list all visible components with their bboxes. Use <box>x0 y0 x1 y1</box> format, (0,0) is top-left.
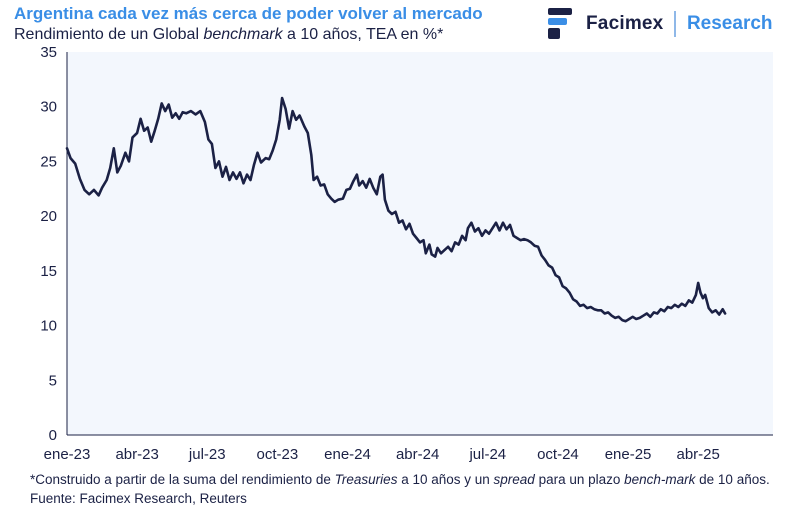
x-tick-label: ene-24 <box>324 446 371 463</box>
series-line-yield <box>65 96 727 323</box>
footnote-text-1: *Construido a partir de la suma del rend… <box>30 472 335 487</box>
y-tick-label: 25 <box>40 153 57 170</box>
brand-name: Facimex <box>586 13 664 34</box>
y-tick-label: 0 <box>49 427 57 444</box>
y-tick-label: 5 <box>49 372 57 389</box>
footnote-text-4: de 10 años. Fuente: Facimex Research, Re… <box>30 472 770 506</box>
footnote-text-2: a 10 años y un <box>397 472 494 487</box>
chart-title: Argentina cada vez más cerca de poder vo… <box>14 4 483 23</box>
x-tick-label: jul-23 <box>188 446 226 463</box>
y-axis-ticks: 0 5 10 15 20 25 30 35 <box>40 44 57 444</box>
x-tick-label: abr-23 <box>115 446 158 463</box>
x-tick-label: abr-25 <box>677 446 720 463</box>
footnote-text-3: para un plazo <box>534 472 625 487</box>
brand-unit: Research <box>686 13 773 34</box>
subtitle-text-2: a 10 años, TEA en %* <box>282 26 444 43</box>
y-tick-label: 15 <box>40 263 57 280</box>
x-tick-label: abr-24 <box>396 446 439 463</box>
footnote-emphasis-1: Treasuries <box>334 472 398 487</box>
subtitle-text-1: Rendimiento de un Global <box>14 26 204 43</box>
facimex-logo-icon <box>548 8 572 39</box>
x-axis-ticks: ene-23 abr-23 jul-23 oct-23 ene-24 abr-24 jul-… <box>44 446 720 463</box>
x-tick-label: oct-24 <box>537 446 579 463</box>
y-tick-label: 20 <box>40 208 57 225</box>
chart-subtitle: Rendimiento de un Global benchmark a 10 … <box>14 26 443 44</box>
x-tick-label: oct-23 <box>257 446 299 463</box>
subtitle-emphasis: benchmark <box>203 26 283 43</box>
brand-header: Facimex Research <box>546 4 796 44</box>
footnote: *Construido a partir de la suma del rend… <box>30 470 790 508</box>
x-tick-label: jul-24 <box>468 446 506 463</box>
y-tick-label: 10 <box>40 318 57 335</box>
y-tick-label: 35 <box>40 44 57 61</box>
x-tick-label: ene-25 <box>605 446 652 463</box>
footnote-emphasis-2: spread <box>493 472 535 487</box>
brand-divider <box>674 11 676 37</box>
x-tick-label: ene-23 <box>44 446 91 463</box>
footnote-emphasis-3: bench-mark <box>624 472 696 487</box>
y-tick-label: 30 <box>40 99 57 116</box>
